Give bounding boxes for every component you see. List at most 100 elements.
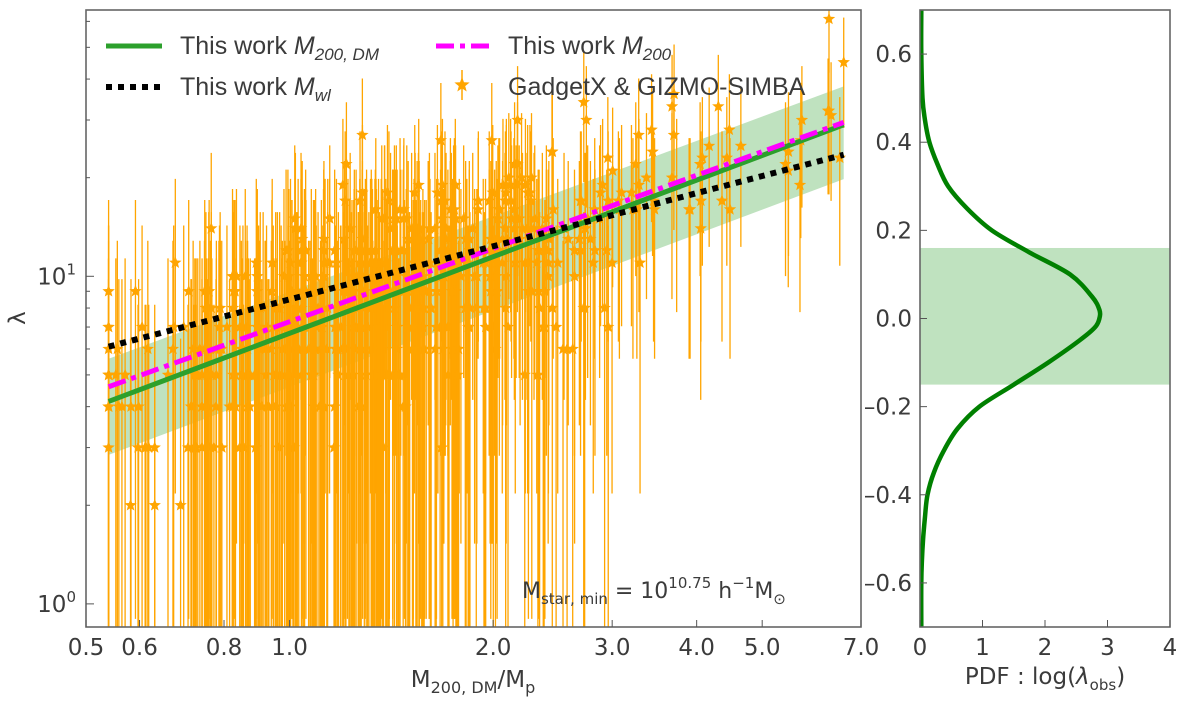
scatter-point	[239, 188, 252, 544]
x-tick-label: 7.0	[843, 635, 880, 661]
scatter-star	[285, 284, 298, 297]
scatter-point	[250, 225, 264, 627]
scatter-star	[394, 243, 407, 256]
svg-text:This work M200, DM: This work M200, DM	[180, 32, 380, 64]
scatter-star	[290, 320, 304, 333]
scatter-star	[633, 256, 647, 268]
scatter-point	[779, 102, 792, 277]
scatter-star	[470, 269, 483, 282]
scatter-star	[600, 243, 613, 256]
scatter-point	[568, 188, 581, 544]
scatter-point	[822, 10, 836, 73]
scatter-star	[417, 301, 430, 314]
scatter-star	[833, 151, 846, 164]
scatter-star	[524, 194, 537, 207]
scatter-star	[734, 139, 747, 152]
scatter-star	[625, 186, 638, 198]
x-tick-label: 0.8	[206, 635, 243, 661]
scatter-point	[267, 258, 281, 627]
scatter-point	[723, 74, 736, 223]
scatter-star	[632, 178, 646, 191]
scatter-point	[452, 240, 465, 627]
scatter-point	[594, 125, 607, 327]
scatter-star	[265, 284, 279, 297]
scatter-point	[223, 279, 236, 627]
scatter-star	[298, 269, 311, 282]
scatter-point	[667, 78, 680, 230]
scatter-star	[450, 301, 463, 314]
scatter-star	[665, 99, 679, 112]
side-y-tick-label: 0.4	[875, 130, 912, 156]
scatter-star	[271, 301, 284, 314]
scatter-star	[344, 301, 357, 314]
scatter-star	[187, 342, 200, 355]
scatter-point	[531, 258, 545, 627]
scatter-point	[316, 279, 330, 627]
scatter-star	[223, 400, 236, 412]
pdf-band-layer	[920, 247, 1170, 385]
scatter-star	[435, 441, 448, 453]
scatter-point	[275, 258, 288, 627]
scatter-point	[581, 145, 594, 379]
scatter-star	[648, 202, 661, 215]
scatter-point	[509, 178, 522, 494]
scatter-point	[451, 258, 464, 627]
scatter-star	[532, 284, 545, 297]
main-plot-frame	[85, 9, 862, 628]
scatter-star	[410, 301, 423, 314]
scatter-star	[181, 441, 195, 453]
scatter-star	[584, 232, 597, 245]
pdf-side-panel: 0 1 2 3 4 0.6 0.4 0.2 0.0 –0.2 –0.4 –0.6 PDF : log…	[864, 9, 1177, 694]
scatter-point	[460, 178, 473, 494]
scatter-star	[182, 284, 195, 297]
scatter-point	[519, 118, 532, 313]
scatter-star	[491, 212, 505, 224]
scatter-star	[452, 342, 465, 355]
scatter-star	[366, 342, 379, 355]
scatter-star	[309, 301, 322, 314]
scatter-star	[132, 400, 145, 412]
scatter-star	[782, 145, 795, 157]
scatter-star	[401, 320, 414, 333]
scatter-point	[403, 212, 416, 627]
scatter-star	[402, 342, 415, 355]
svg-text:This work M200: This work M200	[508, 32, 672, 64]
scatter-star	[500, 269, 513, 282]
scatter-point	[793, 118, 807, 313]
scatter-star	[334, 320, 347, 333]
scatter-star	[239, 269, 252, 282]
scatter-star	[546, 301, 559, 314]
scatter-point	[703, 87, 716, 247]
pdf-curve-layer	[920, 10, 1103, 627]
scatter-point	[220, 225, 234, 627]
scatter-point	[332, 212, 345, 627]
scatter-star	[118, 368, 132, 381]
scatter-point	[546, 212, 559, 627]
scatter-star	[397, 400, 410, 412]
scatter-star	[562, 232, 575, 245]
scatter-star	[161, 368, 175, 381]
scatter-point	[533, 212, 546, 627]
scatter-point	[379, 178, 392, 494]
scatter-star	[605, 256, 619, 268]
scatter-point	[483, 169, 496, 456]
scatter-point	[336, 240, 349, 627]
scatter-point	[366, 240, 379, 627]
scatter-star	[779, 157, 792, 170]
side-x-tick-label: 2	[1038, 635, 1053, 661]
scatter-point	[521, 178, 534, 494]
scatter-star	[533, 301, 546, 314]
scatter-point	[303, 240, 317, 627]
scatter-point	[295, 169, 308, 456]
mass-threshold-annotation: Mstar, min = 1010.75 h−1M⊙	[522, 574, 786, 608]
scatter-star	[434, 133, 447, 146]
scatter-star	[388, 243, 401, 256]
fit-line-dm	[107, 122, 845, 404]
scatter-point	[205, 152, 218, 400]
scatter-star	[712, 99, 725, 112]
scatter-star	[330, 256, 343, 268]
scatter-star	[303, 342, 317, 355]
scatter-star	[275, 368, 288, 381]
scatter-star	[594, 186, 607, 198]
scatter-point	[372, 225, 386, 627]
